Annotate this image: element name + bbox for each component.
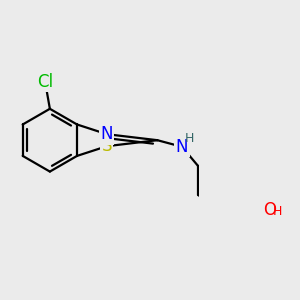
Text: N: N: [101, 125, 113, 143]
Text: N: N: [176, 138, 188, 156]
Text: Cl: Cl: [37, 73, 53, 91]
Text: O: O: [263, 201, 276, 219]
Text: H: H: [184, 132, 194, 145]
Text: S: S: [102, 137, 112, 155]
Text: H: H: [273, 205, 283, 218]
